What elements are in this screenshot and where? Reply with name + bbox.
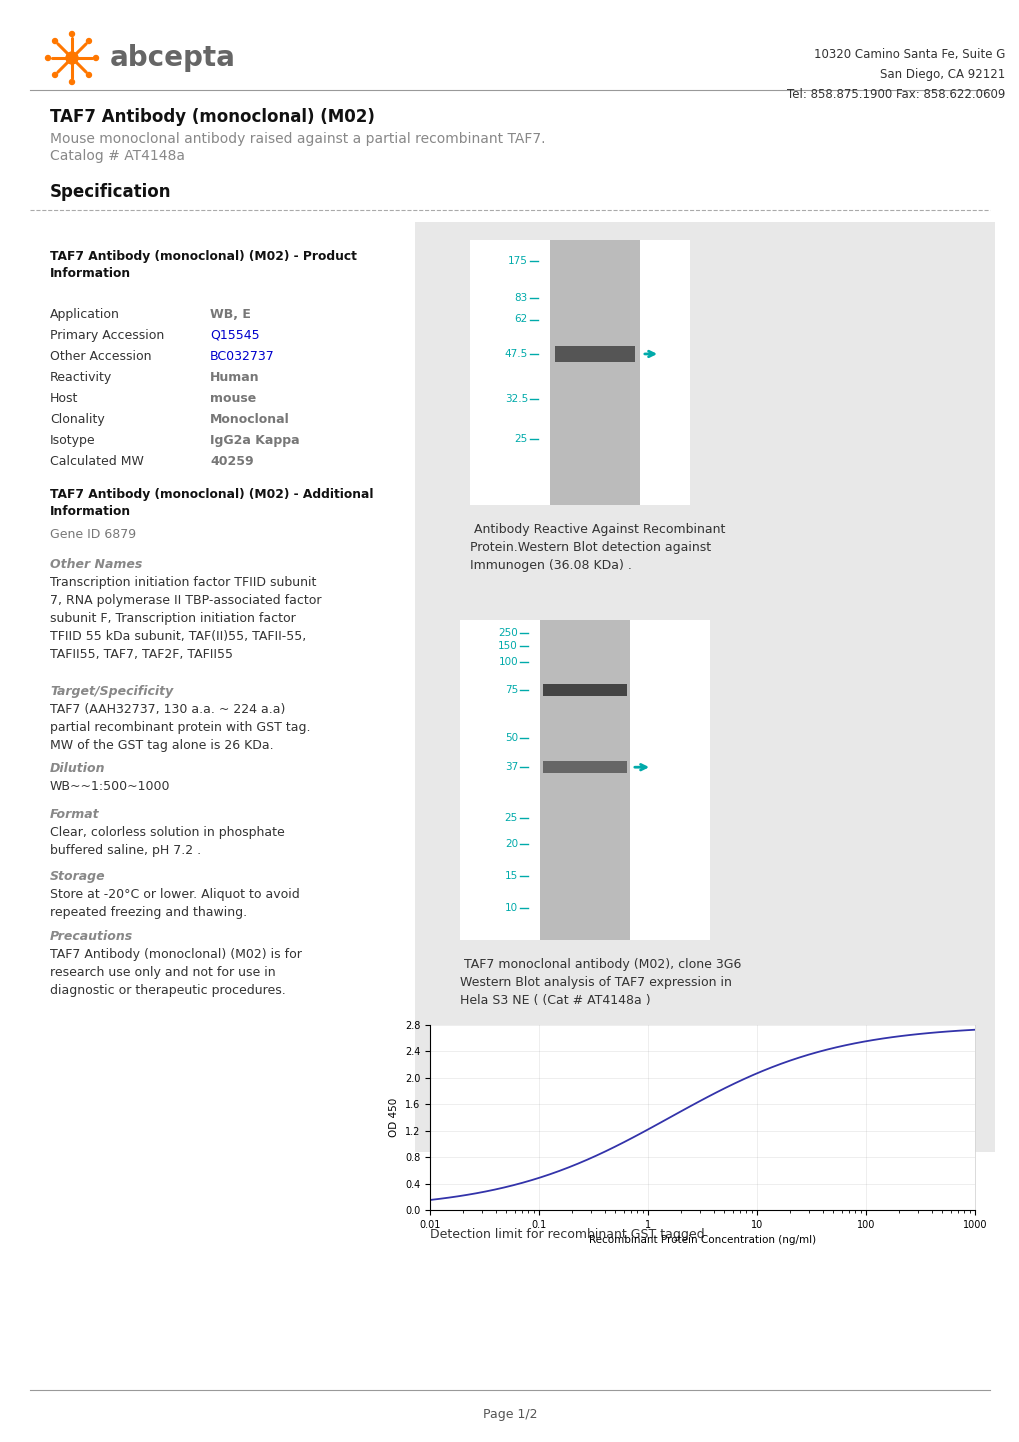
Text: Precautions: Precautions <box>50 930 133 943</box>
Text: 10: 10 <box>504 903 518 913</box>
Text: WB, E: WB, E <box>210 309 251 322</box>
Text: 100: 100 <box>498 656 518 666</box>
Text: Gene ID 6879: Gene ID 6879 <box>50 528 136 541</box>
Text: mouse: mouse <box>210 392 256 405</box>
Text: Other Accession: Other Accession <box>50 350 152 363</box>
Text: Specification: Specification <box>50 183 171 200</box>
Text: 150: 150 <box>497 640 518 650</box>
Text: Antibody Reactive Against Recombinant
Protein.Western Blot detection against
Imm: Antibody Reactive Against Recombinant Pr… <box>470 523 725 572</box>
Bar <box>415 222 994 1152</box>
Text: Monoclonal: Monoclonal <box>210 412 289 425</box>
Text: TAF7 Antibody (monoclonal) (M02) - Additional
Information: TAF7 Antibody (monoclonal) (M02) - Addit… <box>50 487 373 518</box>
Bar <box>470 239 689 505</box>
Text: 250: 250 <box>497 627 518 637</box>
Text: Human: Human <box>210 371 260 384</box>
Text: BC032737: BC032737 <box>210 350 274 363</box>
Text: Store at -20°C or lower. Aliquot to avoid
repeated freezing and thawing.: Store at -20°C or lower. Aliquot to avoi… <box>50 888 300 919</box>
Text: TAF7 (AAH32737, 130 a.a. ~ 224 a.a)
partial recombinant protein with GST tag.
MW: TAF7 (AAH32737, 130 a.a. ~ 224 a.a) part… <box>50 704 310 751</box>
Text: Isotype: Isotype <box>50 434 96 447</box>
Text: 83: 83 <box>515 293 528 303</box>
Text: TAF7 Antibody (monoclonal) (M02) - Product
Information: TAF7 Antibody (monoclonal) (M02) - Produ… <box>50 249 357 280</box>
Bar <box>539 620 630 940</box>
Text: 10320 Camino Santa Fe, Suite G
San Diego, CA 92121
Tel: 858.875.1900 Fax: 858.62: 10320 Camino Santa Fe, Suite G San Diego… <box>786 48 1004 101</box>
Bar <box>542 685 627 696</box>
Text: 47.5: 47.5 <box>504 349 528 359</box>
Text: Transcription initiation factor TFIID subunit
7, RNA polymerase II TBP-associate: Transcription initiation factor TFIID su… <box>50 575 321 660</box>
Text: TAF7 monoclonal antibody (M02), clone 3G6
Western Blot analysis of TAF7 expressi: TAF7 monoclonal antibody (M02), clone 3G… <box>460 957 741 1007</box>
Text: Clear, colorless solution in phosphate
buffered saline, pH 7.2 .: Clear, colorless solution in phosphate b… <box>50 826 284 857</box>
Circle shape <box>52 39 57 43</box>
Circle shape <box>69 79 74 85</box>
Text: 25: 25 <box>504 813 518 823</box>
Circle shape <box>87 39 92 43</box>
Text: Reactivity: Reactivity <box>50 371 112 384</box>
Circle shape <box>66 52 77 63</box>
Text: Target/Specificity: Target/Specificity <box>50 685 173 698</box>
Text: 25: 25 <box>515 434 528 444</box>
Text: Other Names: Other Names <box>50 558 143 571</box>
Circle shape <box>46 55 51 61</box>
Text: Detection limit for recombinant GST tagged: Detection limit for recombinant GST tagg… <box>430 1229 704 1242</box>
Text: Clonality: Clonality <box>50 412 105 425</box>
Circle shape <box>94 55 99 61</box>
Text: abcepta: abcepta <box>110 45 235 72</box>
Circle shape <box>87 72 92 78</box>
Circle shape <box>69 32 74 36</box>
Circle shape <box>52 72 57 78</box>
Bar <box>549 239 639 505</box>
Text: Application: Application <box>50 309 120 322</box>
Text: 15: 15 <box>504 871 518 881</box>
Text: Catalog # AT4148a: Catalog # AT4148a <box>50 149 184 163</box>
Bar <box>542 761 627 773</box>
Text: Dilution: Dilution <box>50 761 105 774</box>
Text: 40259: 40259 <box>210 456 254 469</box>
Text: 20: 20 <box>504 839 518 849</box>
Text: 32.5: 32.5 <box>504 394 528 404</box>
Text: Mouse monoclonal antibody raised against a partial recombinant TAF7.: Mouse monoclonal antibody raised against… <box>50 133 545 146</box>
Text: TAF7 Antibody (monoclonal) (M02) is for
research use only and not for use in
dia: TAF7 Antibody (monoclonal) (M02) is for … <box>50 947 302 996</box>
Text: Format: Format <box>50 808 100 820</box>
Text: 37: 37 <box>504 763 518 773</box>
Text: Q15545: Q15545 <box>210 329 260 342</box>
Text: 50: 50 <box>504 734 518 744</box>
Text: 75: 75 <box>504 685 518 695</box>
Bar <box>460 620 709 940</box>
Bar <box>430 1025 974 1210</box>
Text: 175: 175 <box>507 257 528 267</box>
Y-axis label: OD 450: OD 450 <box>389 1097 399 1138</box>
Text: Host: Host <box>50 392 78 405</box>
Text: Storage: Storage <box>50 870 106 883</box>
Text: TAF7 Antibody (monoclonal) (M02): TAF7 Antibody (monoclonal) (M02) <box>50 108 375 125</box>
Text: 62: 62 <box>515 314 528 324</box>
Bar <box>554 346 635 362</box>
Text: Calculated MW: Calculated MW <box>50 456 144 469</box>
Text: IgG2a Kappa: IgG2a Kappa <box>210 434 300 447</box>
Text: Primary Accession: Primary Accession <box>50 329 164 342</box>
X-axis label: Recombinant Protein Concentration (ng/ml): Recombinant Protein Concentration (ng/ml… <box>588 1236 815 1246</box>
Text: WB~~1:500~1000: WB~~1:500~1000 <box>50 780 170 793</box>
Text: Page 1/2: Page 1/2 <box>482 1407 537 1420</box>
